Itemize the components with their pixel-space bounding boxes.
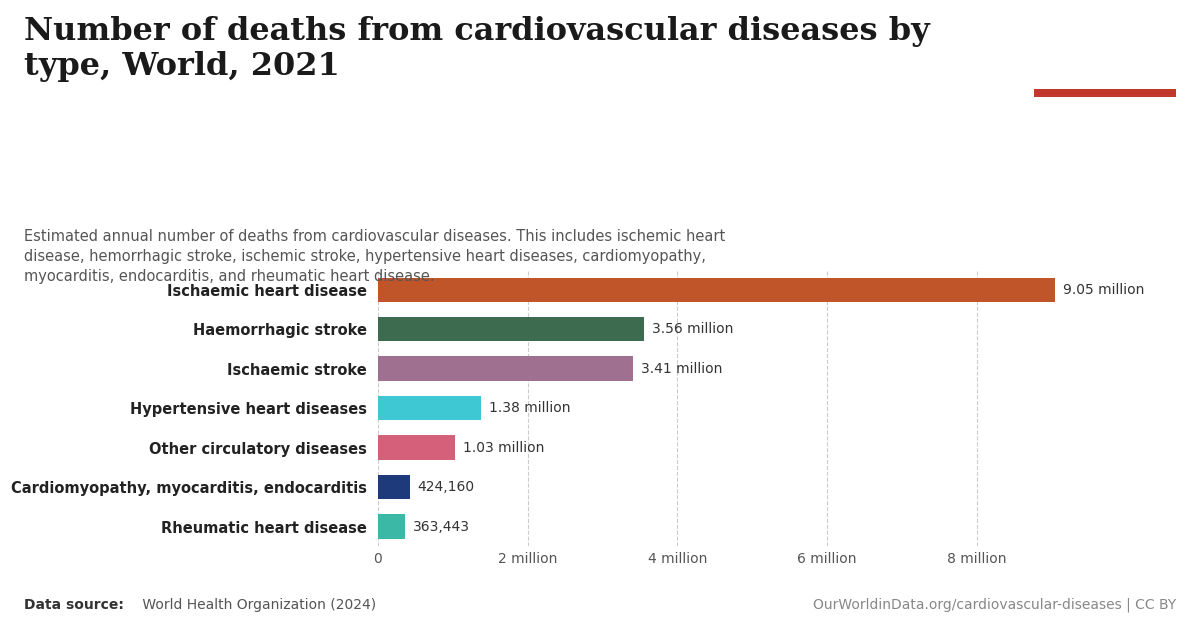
- Text: 1.38 million: 1.38 million: [488, 401, 570, 415]
- Text: 3.56 million: 3.56 million: [652, 322, 733, 336]
- Text: 363,443: 363,443: [413, 519, 469, 534]
- Text: 9.05 million: 9.05 million: [1063, 283, 1145, 297]
- Bar: [378, 475, 409, 499]
- Text: Estimated annual number of deaths from cardiovascular diseases. This includes is: Estimated annual number of deaths from c…: [24, 229, 725, 284]
- Bar: [1034, 89, 1176, 97]
- Text: Data source:: Data source:: [24, 598, 124, 612]
- Text: 424,160: 424,160: [418, 480, 474, 494]
- Text: Number of deaths from cardiovascular diseases by
type, World, 2021: Number of deaths from cardiovascular dis…: [24, 16, 930, 82]
- Text: OurWorldinData.org/cardiovascular-diseases | CC BY: OurWorldinData.org/cardiovascular-diseas…: [812, 598, 1176, 612]
- Bar: [378, 396, 481, 420]
- Text: World Health Organization (2024): World Health Organization (2024): [138, 598, 376, 612]
- Bar: [378, 514, 406, 539]
- Text: 1.03 million: 1.03 million: [462, 441, 544, 455]
- Text: Our World: Our World: [1062, 31, 1148, 46]
- Bar: [378, 435, 455, 460]
- Bar: [378, 357, 634, 381]
- Bar: [378, 317, 644, 342]
- Text: in Data: in Data: [1074, 55, 1136, 70]
- Text: 3.41 million: 3.41 million: [641, 362, 722, 376]
- Bar: [378, 278, 1056, 302]
